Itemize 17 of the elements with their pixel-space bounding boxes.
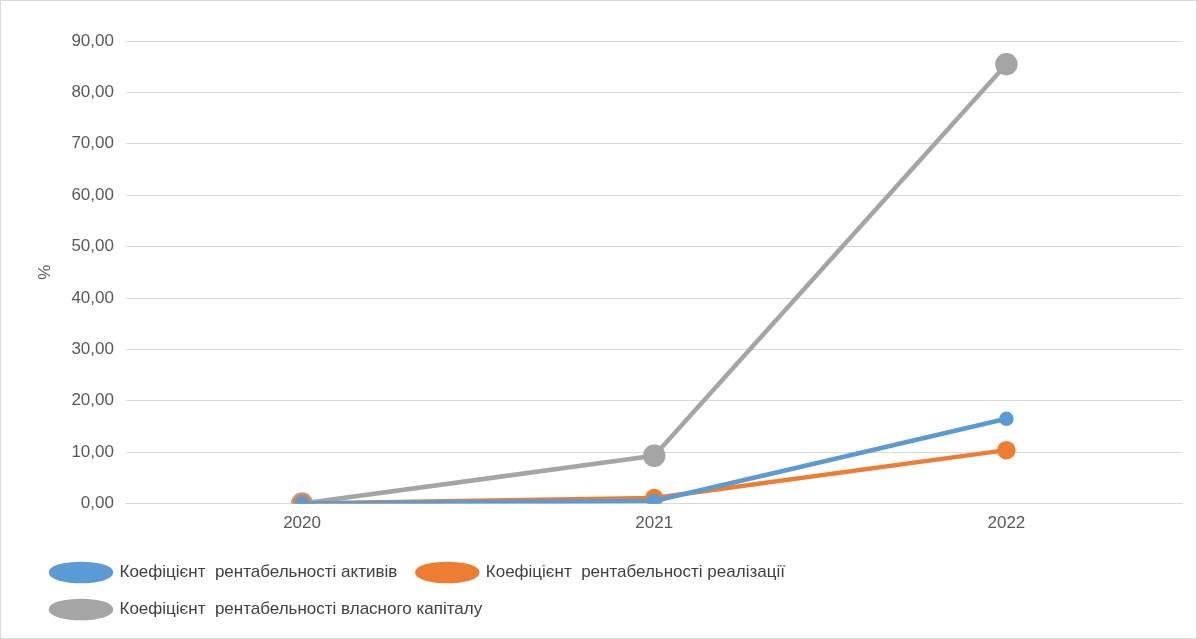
x-tick-label: 2021 (635, 513, 674, 533)
y-axis-title: % (34, 264, 54, 280)
y-tick-label: 10,00 (71, 441, 114, 461)
y-tick-label: 0,00 (80, 493, 114, 513)
legend-label: Коефіцієнт рентабельності активів (119, 562, 398, 582)
y-tick-label: 20,00 (71, 390, 114, 410)
x-tick-label: 2020 (283, 513, 321, 533)
y-tick-label: 30,00 (71, 339, 114, 359)
y-tick-label: 40,00 (71, 287, 114, 307)
legend-label: Коефіцієнт рентабельності реалізації (485, 562, 786, 582)
y-tick-label: 90,00 (71, 30, 114, 50)
legend-label: Коефіцієнт рентабельності власного капіталу (119, 599, 483, 619)
y-tick-label: 80,00 (71, 82, 114, 102)
x-tick-label: 2022 (987, 513, 1026, 533)
y-tick-label: 60,00 (71, 184, 114, 204)
y-tick-label: 70,00 (71, 133, 114, 153)
y-tick-label: 50,00 (71, 236, 114, 256)
